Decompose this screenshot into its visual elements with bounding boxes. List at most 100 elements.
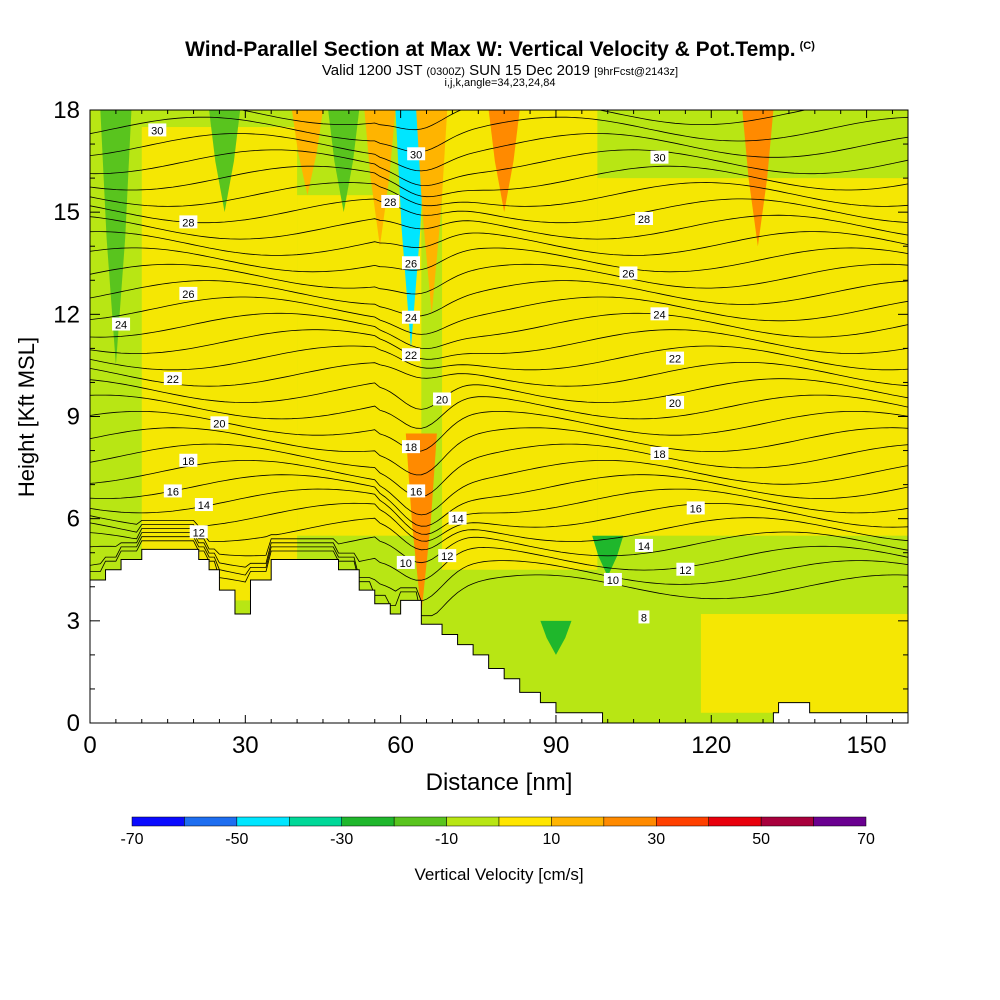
contour-label-bg [401,348,420,362]
x-axis-label: Distance [nm] [426,769,573,796]
isentrope-12 [90,394,908,429]
contour-label-19: 12 [438,549,457,563]
isentrope-23 [90,214,908,240]
contour-label-bg [163,484,182,498]
contour-label-bg [676,562,695,576]
isentrope-27 [90,149,908,187]
isentrope-20 [90,263,908,295]
velocity-band-6 [416,110,448,315]
isentrope-5 [90,502,908,542]
contour-label-26: 20 [666,395,685,410]
contour-label-bg [401,256,420,270]
contour-label-29: 14 [634,538,653,553]
velocity-band-5 [395,110,427,349]
colorbar-tick-label: 50 [752,831,770,848]
contour-label-bg [381,194,400,208]
contour-label-text: 24 [115,320,127,332]
y-tick-label: 6 [67,506,80,533]
colorbar-tick-label: -70 [120,831,143,848]
isentrope-6 [90,488,908,535]
y-tick-label: 12 [53,301,80,328]
contour-label-bg [438,549,457,563]
x-tick-label: 150 [847,732,887,759]
contour-label-23: 26 [619,266,638,280]
colorbar: -70 -50 -30 -10 10 30 50 70 [120,816,875,848]
contour-label-bg [407,147,426,161]
contour-label-24: 24 [650,307,669,321]
contour-label-text: 22 [167,374,179,386]
colorbar-tick-label: 10 [543,831,561,848]
isentrope-17 [90,312,908,350]
contour-label-text: 26 [622,268,634,280]
contour-label-5: 20 [210,416,229,430]
colorbar-swatch [341,816,395,827]
y-tick-label: 15 [53,199,80,226]
contour-label-text: 24 [653,309,665,321]
contour-label-21: 30 [650,150,669,165]
grid-info: i,j,k,angle=34,23,24,84 [444,77,556,89]
contour-label-bg [638,610,650,624]
isentrope-14 [90,362,908,387]
velocity-band-3 [328,110,360,213]
contour-label-text: 10 [400,558,412,570]
chart-subtitle: Valid 1200 JST (0300Z) SUN 15 Dec 2019 [… [0,62,1000,79]
isentrope-31 [90,85,908,109]
colorbar-swatch [708,816,762,827]
unit-tag: (C) [799,40,815,52]
isentrope-24 [90,198,908,224]
isentrope-15 [90,345,908,371]
contour-label-text: 24 [405,313,417,325]
contour-label-28: 16 [686,501,705,515]
contour-label-text: 22 [405,350,417,362]
terrain [89,548,909,724]
chart-title-text: Wind-Parallel Section at Max W: Vertical… [185,38,796,61]
contour-label-bg [650,307,669,321]
contour-label-11: 28 [381,194,400,209]
contour-label-bg [148,123,167,137]
y-tick-label: 9 [67,404,80,431]
isentrope-29 [90,116,908,153]
contour-label-text: 30 [151,125,163,137]
contour-label-text: 8 [641,612,647,624]
contour-label-27: 18 [650,446,669,461]
contour-label-30: 12 [676,562,695,577]
contour-label-text: 28 [638,214,650,226]
contour-label-bg [433,392,452,406]
contour-label-10: 30 [407,147,426,161]
isentrope-22 [90,231,908,256]
velocity-region-4 [700,614,908,713]
colorbar-swatch [813,816,867,827]
isentrope-28 [90,133,908,172]
contour-label-bg [189,525,208,539]
contour-label-3: 24 [112,317,131,332]
velocity-band-7 [488,110,520,213]
potential-temperature-contours [90,85,908,617]
colorbar-swatch [236,816,290,827]
y-tick-label: 3 [67,608,80,635]
colorbar-tick-label: -30 [330,831,353,848]
isentrope-21 [90,247,908,273]
isentrope-3 [90,528,908,564]
contour-label-1: 28 [179,215,198,229]
x-tick-label: 30 [232,732,259,759]
contour-label-text: 28 [182,217,194,229]
colorbar-swatch [289,816,342,827]
isentrope-13 [90,378,908,410]
contour-label-bg [619,266,638,280]
colorbar-swatch [184,816,238,827]
contour-label-text: 20 [669,398,681,410]
contour-label-20: 10 [396,555,415,570]
contour-label-bg [686,501,705,515]
contour-label-bg [210,416,229,430]
contour-label-text: 12 [679,565,691,577]
isentrope-10 [90,427,908,476]
contour-label-16: 18 [401,440,420,454]
contour-label-text: 20 [213,418,225,430]
contour-label-bg [194,498,213,512]
isentrope-30 [90,110,808,131]
isentrope-25 [90,182,908,207]
contour-label-7: 16 [163,484,182,498]
valid-prefix: Valid 1200 JST [321,62,423,79]
contour-label-18: 14 [448,511,467,526]
